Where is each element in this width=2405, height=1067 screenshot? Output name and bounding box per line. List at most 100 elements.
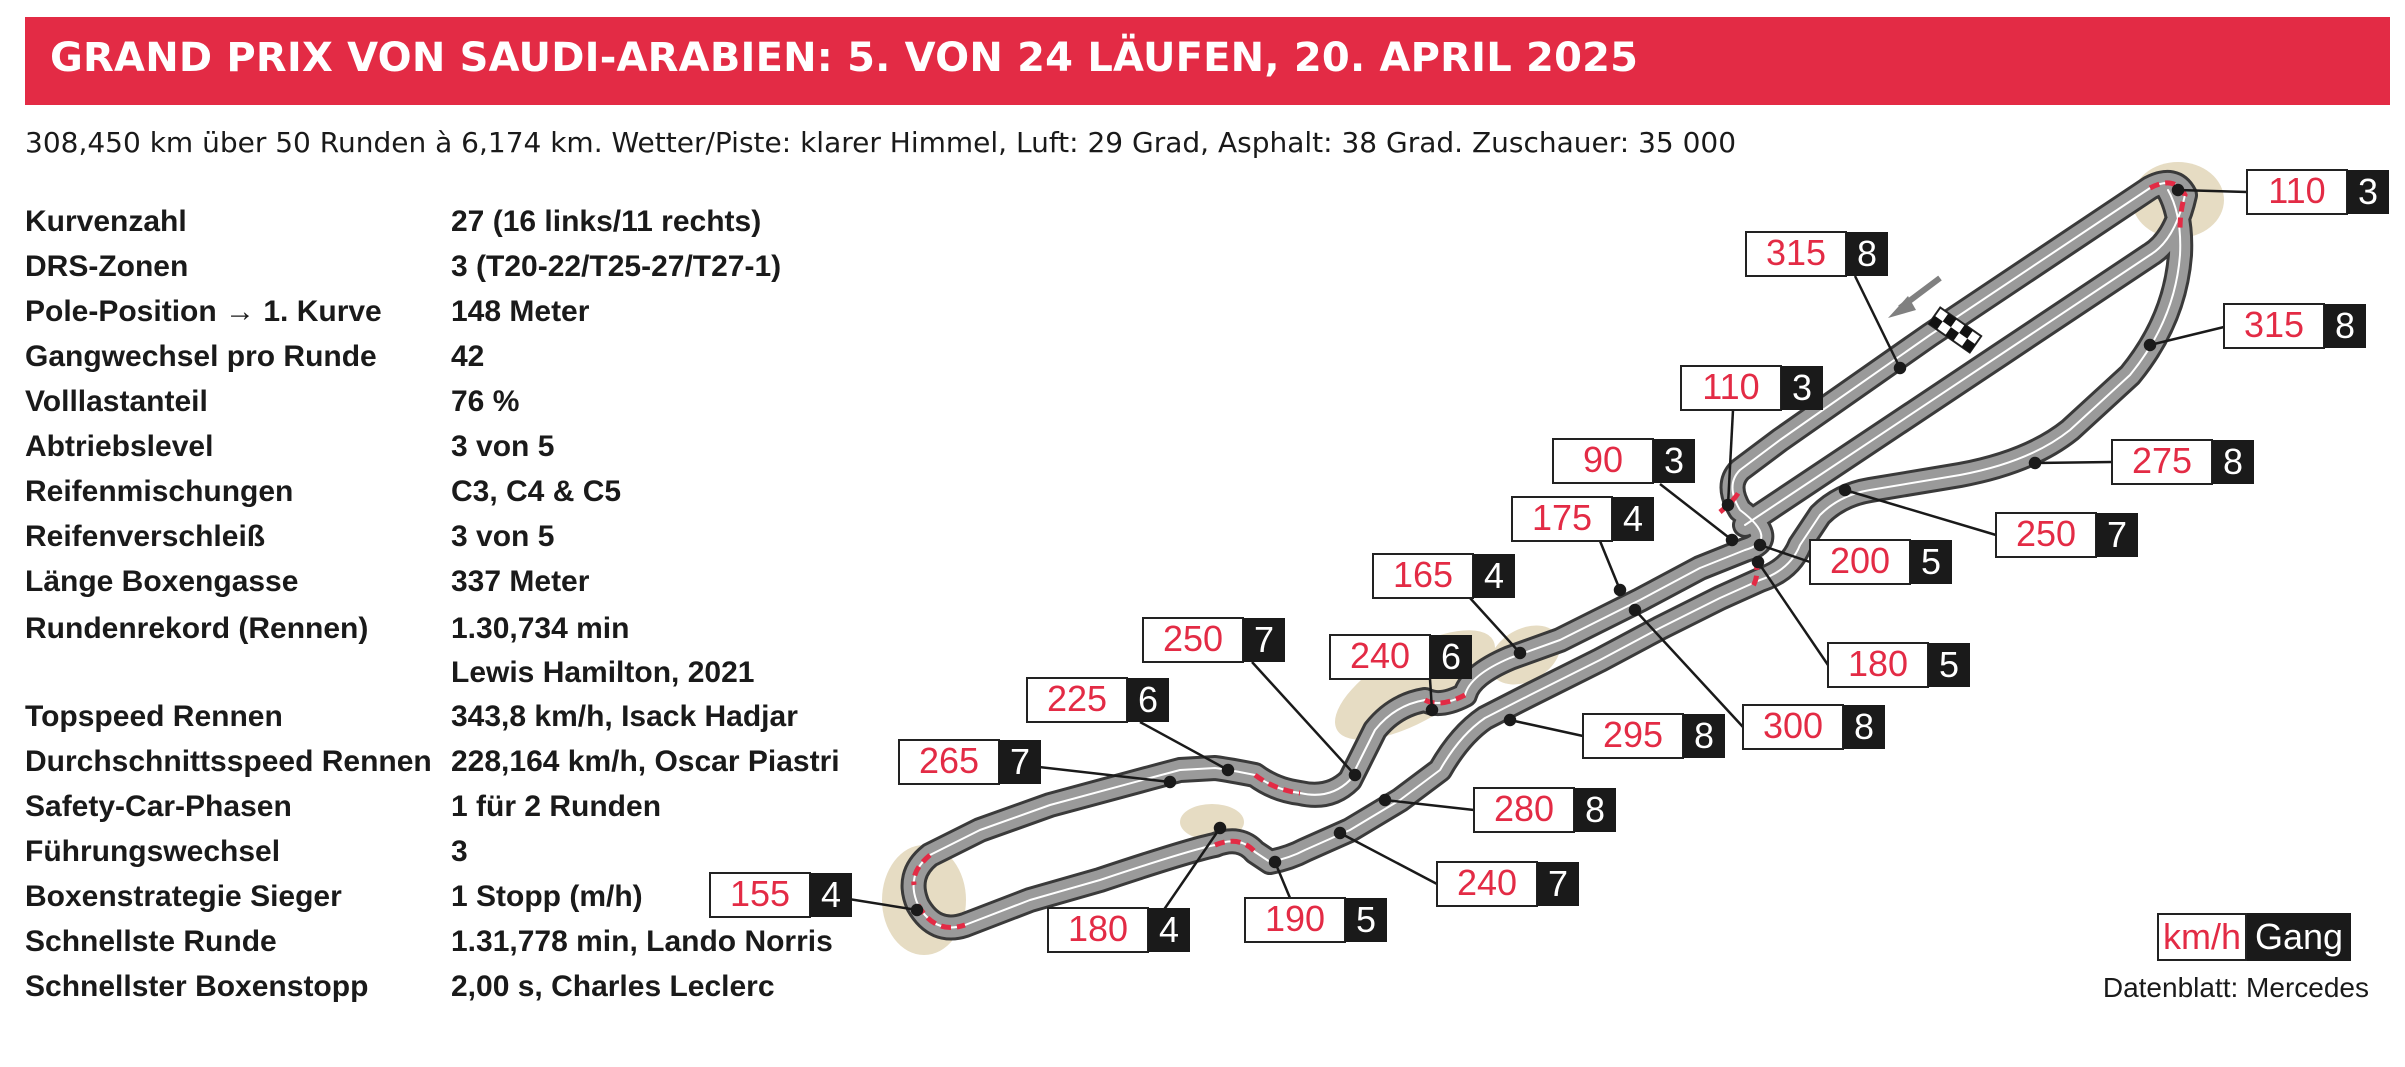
speed-box bbox=[1436, 861, 1538, 907]
gear-value: 4 bbox=[1623, 498, 1643, 539]
callout-leader-line bbox=[1659, 483, 1733, 541]
fact-value-line1: 1.30,734 min bbox=[451, 612, 630, 645]
gear-box bbox=[1846, 232, 1888, 276]
callout-leader-line bbox=[1384, 798, 1475, 812]
fact-label: Reifenmischungen bbox=[25, 475, 294, 508]
callout-point bbox=[1221, 763, 1235, 777]
callout-point bbox=[2171, 183, 2185, 197]
callout-point bbox=[1503, 713, 1517, 727]
fact-value: 27 (16 links/11 rechts) bbox=[451, 205, 762, 238]
fact-label: Topspeed Rennen bbox=[25, 700, 283, 733]
gear-box bbox=[1910, 540, 1952, 584]
speed-gear-callout: 165 4 bbox=[1372, 553, 1515, 599]
fact-label: Pole-Position → 1. Kurve bbox=[25, 295, 382, 328]
kerb bbox=[1718, 488, 1743, 514]
fact-value: 148 Meter bbox=[451, 295, 590, 328]
callout-point bbox=[2028, 456, 2042, 470]
callout-point bbox=[1838, 483, 1852, 497]
callout-point bbox=[2143, 338, 2157, 352]
speed-value: 250 bbox=[2016, 513, 2076, 554]
speed-value: 165 bbox=[1393, 554, 1453, 595]
fact-value: 1.30,734 min Lewis Hamilton, 2021 bbox=[451, 607, 754, 695]
gear-box bbox=[1537, 862, 1579, 906]
speed-gear-callout: 200 5 bbox=[1809, 539, 1952, 585]
kerb bbox=[1423, 692, 1467, 706]
facts-table: Kurvenzahl 27 (16 links/11 rechts) DRS-Zo… bbox=[25, 0, 925, 1067]
gear-value: 8 bbox=[1857, 233, 1877, 274]
fact-value: 42 bbox=[451, 340, 485, 373]
speed-gear-callout: 240 7 bbox=[1436, 861, 1579, 907]
gear-value: 8 bbox=[1585, 789, 1605, 830]
gear-box bbox=[1243, 618, 1285, 662]
fact-value-line2: Lewis Hamilton, 2021 bbox=[451, 656, 755, 689]
gear-value: 4 bbox=[1484, 555, 1504, 596]
gear-box bbox=[1148, 908, 1190, 952]
race-summary: 308,450 km über 50 Runden à 6,174 km. We… bbox=[25, 126, 1737, 159]
speed-gear-callout: 275 8 bbox=[2111, 439, 2254, 485]
speed-value: 280 bbox=[1494, 788, 1554, 829]
callout-point bbox=[1613, 583, 1627, 597]
callout-leader-line bbox=[1756, 561, 1830, 666]
fact-value: 1 Stopp (m/h) bbox=[451, 880, 643, 913]
fact-value: 1 für 2 Runden bbox=[451, 790, 662, 823]
speed-gear-callout: 225 6 bbox=[1026, 677, 1169, 723]
fact-label: Schnellste Runde bbox=[25, 925, 277, 958]
fact-value: 337 Meter bbox=[451, 565, 590, 598]
callout-leader-line bbox=[1634, 609, 1744, 728]
speed-box bbox=[1742, 704, 1844, 750]
speed-value: 275 bbox=[2132, 440, 2192, 481]
gear-value: 6 bbox=[1138, 679, 1158, 720]
gear-box bbox=[1574, 788, 1616, 832]
callout-leader-line bbox=[1844, 488, 1997, 537]
fact-label: Abtriebslevel bbox=[25, 430, 214, 463]
speed-gear-callout: 240 6 bbox=[1329, 634, 1472, 680]
callout-point bbox=[1378, 793, 1392, 807]
callout-leader-line bbox=[1726, 409, 1735, 506]
speed-gear-callout: 110 3 bbox=[2246, 169, 2389, 215]
fact-label: Safety-Car-Phasen bbox=[25, 790, 292, 823]
speed-value: 265 bbox=[919, 740, 979, 781]
gear-box bbox=[1612, 497, 1654, 541]
speed-gear-callout: 180 4 bbox=[1047, 907, 1190, 953]
gear-value: 8 bbox=[2223, 441, 2243, 482]
source-note: Datenblatt: Mercedes bbox=[2102, 972, 2369, 1003]
callout-point bbox=[1513, 646, 1527, 660]
fact-label: Reifenverschleiß bbox=[25, 520, 266, 553]
fact-label: DRS-Zonen bbox=[25, 250, 189, 283]
callout-point bbox=[1725, 533, 1739, 547]
fact-label: Gangwechsel pro Runde bbox=[25, 340, 377, 373]
gear-value: 8 bbox=[1694, 715, 1714, 756]
speed-gear-callout: 190 5 bbox=[1244, 897, 1387, 943]
gear-box bbox=[2347, 170, 2389, 214]
gear-value: 3 bbox=[1792, 367, 1812, 408]
speed-value: 110 bbox=[2268, 170, 2325, 211]
speed-gear-callout: 250 7 bbox=[1142, 617, 1285, 663]
gear-value: 6 bbox=[1441, 636, 1461, 677]
speed-box bbox=[1244, 897, 1346, 943]
checkered-flag-icon bbox=[1927, 306, 1983, 354]
speed-gear-callout: 300 8 bbox=[1742, 704, 1885, 750]
gear-box bbox=[2324, 304, 2366, 348]
gear-value: 3 bbox=[1664, 440, 1684, 481]
gear-box bbox=[2096, 513, 2138, 557]
callout-leader-line bbox=[2177, 188, 2248, 194]
gear-value: 5 bbox=[1356, 899, 1376, 940]
callout-leader-line bbox=[1853, 275, 1902, 369]
speed-value: 315 bbox=[2244, 304, 2304, 345]
legend-speed-unit: km/h bbox=[2157, 913, 2248, 961]
speed-value: 180 bbox=[1848, 643, 1908, 684]
speed-gear-callout: 180 5 bbox=[1827, 642, 1970, 688]
kerb bbox=[1253, 772, 1301, 796]
gear-value: 7 bbox=[1254, 619, 1274, 660]
speed-box bbox=[1809, 539, 1911, 585]
callout-point bbox=[910, 903, 924, 917]
speed-box bbox=[898, 739, 1000, 785]
callout-leader-line bbox=[1598, 540, 1622, 591]
speed-box bbox=[1680, 365, 1782, 411]
callout-point bbox=[1721, 498, 1735, 512]
speed-box bbox=[1745, 231, 1847, 277]
fact-value: 1.31,778 min, Lando Norris bbox=[451, 925, 833, 958]
callout-point bbox=[1751, 555, 1765, 569]
gear-box bbox=[1683, 714, 1725, 758]
